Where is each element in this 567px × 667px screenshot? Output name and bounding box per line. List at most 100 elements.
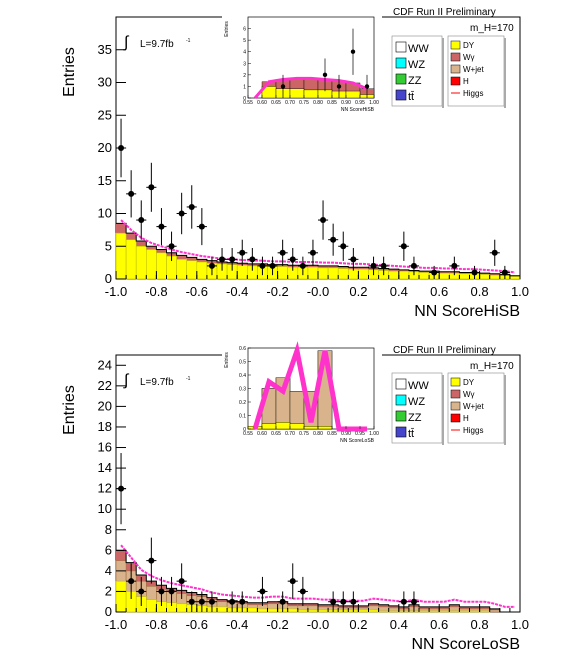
histogram-bin-dy xyxy=(297,609,309,613)
data-point xyxy=(229,256,236,263)
x-tick-label: 0.4 xyxy=(390,284,408,299)
inset-y-tick-label: 3 xyxy=(243,61,246,67)
inset-higgs-band xyxy=(253,76,368,99)
data-point xyxy=(380,262,387,269)
legend-swatch-h xyxy=(450,76,461,86)
legend-label-dy: DY xyxy=(463,41,475,50)
histogram-bin-dy xyxy=(186,260,198,280)
inset-bin-wjet xyxy=(289,391,305,430)
data-point xyxy=(138,588,145,595)
data-point xyxy=(400,598,407,605)
x-tick-label: 0.8 xyxy=(471,284,489,299)
inset-x-title: NN ScoreHiSB xyxy=(341,107,375,113)
legend-swatch-wz xyxy=(395,57,407,69)
inset-data-point xyxy=(364,84,370,89)
legend-swatch-dy xyxy=(450,377,461,387)
inset-y-tick-label: 0.1 xyxy=(239,414,246,420)
legend-swatch-tt xyxy=(395,89,407,101)
inset-data-point xyxy=(322,72,328,78)
x-tick-label: -0.8 xyxy=(145,617,167,632)
inset-bin-dy xyxy=(289,423,305,430)
data-point xyxy=(370,262,377,269)
data-point xyxy=(239,249,246,256)
x-tick-label: -0.0 xyxy=(307,284,329,299)
inset-x-tick-label: 0.75 xyxy=(299,431,309,437)
legend-swatch-ww xyxy=(395,41,407,53)
x-tick-label: 0.8 xyxy=(471,617,489,632)
histogram-bin-dy xyxy=(358,268,369,280)
inset-x-tick-label: 0.65 xyxy=(271,431,281,437)
histogram-bin-dy xyxy=(317,609,329,613)
integral-icon: ∫ xyxy=(123,372,130,389)
histogram-bin-dy xyxy=(378,610,390,613)
y-tick-label: 10 xyxy=(98,501,112,516)
legend-shadow-right xyxy=(504,38,506,108)
histogram-bin-dy xyxy=(146,249,157,280)
y-tick-label: 14 xyxy=(98,460,112,475)
data-point xyxy=(148,184,155,191)
data-point xyxy=(148,557,155,564)
legend-swatch-ww xyxy=(395,378,407,390)
header-label: CDF Run II Preliminary xyxy=(393,345,496,356)
legend-swatch-wz xyxy=(395,394,407,406)
x-tick-label: 1.0 xyxy=(511,617,529,632)
data-point xyxy=(249,256,256,263)
lumi-sup: -1 xyxy=(186,38,191,44)
histogram-bin-dy xyxy=(307,609,319,613)
data-point xyxy=(400,243,407,250)
legend-label-tt: tt̄ xyxy=(408,91,414,103)
histogram-bin-dy xyxy=(135,245,147,280)
histogram-bin-dy xyxy=(368,609,379,613)
inset-x-tick-label: 0.95 xyxy=(355,100,365,106)
data-point xyxy=(178,578,185,585)
inset-x-tick-label: 0.70 xyxy=(285,100,295,106)
legend-swatch-zz xyxy=(395,410,407,422)
x-tick-label: -0.4 xyxy=(226,284,248,299)
x-tick-label: -0.2 xyxy=(266,617,288,632)
mass-label: m_H=170 xyxy=(470,361,514,372)
x-tick-label: 0.2 xyxy=(349,284,367,299)
legend-swatch-wgamma xyxy=(450,52,461,62)
data-point xyxy=(431,269,438,276)
inset-x-tick-label: 0.80 xyxy=(313,100,323,106)
x-axis-title: NN ScoreHiSB xyxy=(414,303,520,320)
lumi-label: L=9.7fb xyxy=(140,377,174,388)
histogram-bin-dy xyxy=(479,610,491,613)
histogram-bin-dy xyxy=(418,610,430,613)
data-point xyxy=(279,598,286,605)
histogram-bin-dy xyxy=(479,274,491,280)
data-point xyxy=(259,588,266,595)
data-point xyxy=(410,598,417,605)
data-point xyxy=(188,598,195,605)
x-tick-label: -1.0 xyxy=(105,284,127,299)
histogram-bin-dy xyxy=(509,276,521,280)
histogram-bin-dy xyxy=(448,610,460,613)
data-point xyxy=(229,598,236,605)
inset-data-point xyxy=(350,49,356,54)
histogram-bin-dy xyxy=(358,609,369,613)
inset-y-tick-label: 0 xyxy=(243,96,246,102)
data-point xyxy=(501,269,508,276)
x-tick-label: 0.6 xyxy=(430,617,448,632)
histogram-bin-dy xyxy=(146,599,157,613)
data-point xyxy=(289,256,296,263)
inset-x-tick-label: 0.95 xyxy=(355,431,365,437)
histogram-bin-dy xyxy=(459,610,470,613)
legend-label-dy: DY xyxy=(463,378,475,387)
data-point xyxy=(320,217,327,224)
inset-x-tick-label: 0.60 xyxy=(257,431,267,437)
legend-label-wz: WZ xyxy=(408,396,425,408)
inset-x-tick-label: 0.75 xyxy=(299,100,309,106)
data-point xyxy=(340,598,347,605)
legend-swatch-wgamma xyxy=(450,389,461,399)
inset-higgs-band xyxy=(252,341,367,432)
y-tick-label: 8 xyxy=(105,522,112,537)
data-point xyxy=(259,262,266,269)
x-tick-label: 0.6 xyxy=(430,284,448,299)
legend-label-wjet: W+jet xyxy=(463,402,484,411)
data-point xyxy=(299,588,306,595)
legend-swatch-wjet xyxy=(450,64,461,74)
data-point xyxy=(471,269,478,276)
x-tick-label: 0.4 xyxy=(390,617,408,632)
histogram-bin-dy xyxy=(125,239,137,280)
